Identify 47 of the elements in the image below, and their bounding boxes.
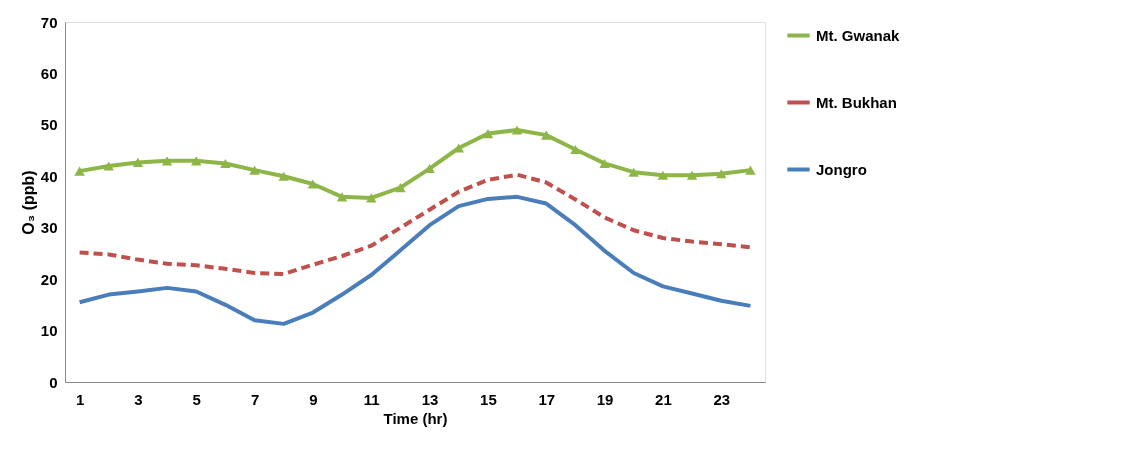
x-tick-label: 17 — [538, 390, 556, 408]
x-tick-label: 23 — [713, 390, 731, 408]
point — [541, 130, 552, 140]
point — [307, 179, 319, 189]
y-tick-label: 70 — [40, 13, 58, 31]
x-tick-label: 9 — [309, 390, 318, 408]
y-tick-label: 0 — [49, 373, 58, 391]
x-axis-title: Time (hr) — [383, 409, 448, 427]
x-tick-label: 13 — [421, 390, 439, 408]
point — [249, 165, 260, 175]
point — [220, 158, 231, 168]
point — [745, 165, 756, 175]
x-tick-label: 21 — [655, 390, 672, 408]
x-tick-label: 15 — [480, 390, 497, 408]
y-axis-title: O₃ (ppb) — [19, 170, 37, 235]
legend-label: Mt. Gwanak — [816, 26, 901, 44]
y-tick-label: 40 — [40, 167, 58, 185]
x-tick-label: 5 — [192, 390, 201, 408]
point — [686, 170, 698, 180]
point — [511, 125, 523, 135]
point — [103, 161, 114, 171]
x-tick-label: 1 — [75, 390, 85, 408]
point — [395, 183, 406, 193]
point — [336, 192, 348, 202]
point — [657, 170, 669, 180]
point — [278, 171, 289, 181]
x-tick-label: 7 — [250, 390, 260, 408]
x-tick-label: 3 — [134, 390, 143, 408]
line-series — [77, 172, 753, 276]
y-tick-label: 60 — [40, 64, 58, 82]
y-tick-label: 50 — [40, 116, 58, 134]
x-tick-label: 11 — [363, 390, 380, 408]
y-tick-label: 10 — [40, 322, 58, 340]
legend-label: Mt. Bukhan — [816, 93, 897, 111]
point — [599, 158, 610, 168]
x-tick-label: 19 — [596, 390, 614, 408]
point — [716, 169, 727, 179]
point — [132, 157, 144, 167]
point — [74, 166, 85, 176]
legend-label: Jongro — [816, 160, 867, 178]
point — [482, 129, 494, 139]
line-series — [77, 194, 753, 326]
y-tick-label: 30 — [40, 219, 58, 237]
point — [628, 167, 639, 177]
point — [570, 145, 581, 155]
y-tick-label: 20 — [40, 270, 58, 288]
point — [161, 156, 173, 166]
